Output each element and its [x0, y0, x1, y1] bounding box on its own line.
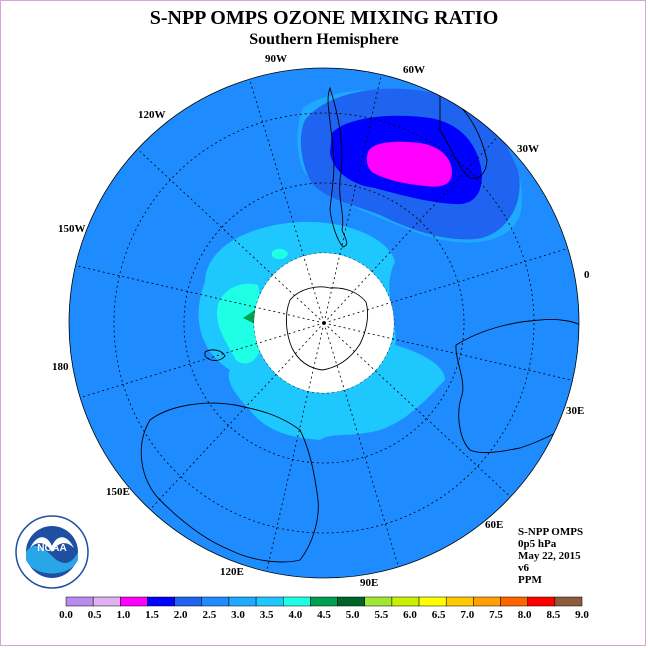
meridian-line: [149, 373, 277, 510]
meridian-line: [344, 389, 399, 567]
info-level: 0p5 hPa: [518, 538, 557, 550]
colorbar-swatch: [310, 596, 338, 607]
antarctica-coastline: [285, 286, 369, 371]
info-version: v6: [518, 562, 529, 574]
colorbar: 0.0 0.5 1.0 1.5 2.0 2.5 3.0 3.5 4.0 4.5 5.0 5.5 6.0 6…: [59, 596, 589, 621]
colorbar-tick-label: 2.0: [174, 609, 188, 621]
map-edge: [68, 67, 580, 579]
lon-label-120w: 120W: [138, 109, 166, 121]
south-pole-dot: [322, 321, 326, 325]
colorbar-swatch: [527, 596, 556, 607]
info-block: S-NPP OMPS 0p5 hPa May 22, 2015 v6 PPM: [518, 526, 583, 586]
colorbar-tick-label: 7.0: [460, 609, 474, 621]
lon-label-30e: 30E: [566, 405, 584, 417]
meridian-line-inner: [307, 322, 325, 392]
colorbar-swatch: [473, 596, 501, 607]
colorbar-swatch: [147, 596, 175, 607]
colorbar-tick-label: 6.5: [432, 609, 446, 621]
colorbar-swatch: [283, 596, 311, 607]
colorbar-tick-label: 8.0: [518, 609, 532, 621]
info-units: PPM: [518, 574, 542, 586]
meridian-line-inner: [303, 255, 325, 324]
colorbar-swatch: [554, 596, 583, 607]
colorbar-swatch: [445, 596, 474, 607]
colorbar-swatch: [255, 596, 284, 607]
noaa-logo-text: NOAA: [37, 543, 66, 554]
colorbar-swatch: [337, 596, 365, 607]
meridian-line: [374, 370, 511, 498]
lon-label-180: 180: [52, 361, 69, 373]
meridian-line: [249, 79, 304, 257]
colorbar-tick-label: 1.5: [145, 609, 159, 621]
lon-label-0: 0: [584, 269, 590, 281]
lon-label-150e: 150E: [106, 486, 130, 498]
meridian-line: [371, 136, 499, 273]
colorbar-tick-label: 3.0: [231, 609, 245, 621]
meridian-line-inner: [323, 254, 341, 324]
meridian-line-inner: [323, 271, 373, 324]
colorbar-tick-label: 2.5: [202, 609, 216, 621]
colorbar-tick-label: 7.5: [489, 609, 503, 621]
colorbar-swatch: [500, 596, 528, 607]
colorbar-tick-label: 6.0: [403, 609, 417, 621]
meridian-line-inner: [323, 302, 392, 324]
colorbar-tick-label: 5.5: [374, 609, 388, 621]
colorbar-tick-label: 4.0: [288, 609, 302, 621]
meridian-line: [75, 265, 256, 308]
hole-meridians: [255, 254, 393, 392]
contour-4-0-small: [272, 248, 288, 260]
colorbar-swatch: [201, 596, 230, 607]
colorbar-tick-label: 4.5: [317, 609, 331, 621]
meridian-line-inner: [256, 322, 325, 344]
colorbar-tick-label: 5.0: [346, 609, 360, 621]
info-instrument: S-NPP OMPS: [518, 526, 584, 538]
contour-4-0: [217, 283, 262, 364]
colorbar-tick-label: 8.5: [546, 609, 560, 621]
lon-label-30w: 30W: [517, 143, 539, 155]
meridian-line: [392, 338, 573, 381]
lon-label-60w: 60W: [403, 64, 425, 76]
colorbar-swatch: [418, 596, 447, 607]
colorbar-swatch: [65, 596, 94, 607]
colorbar-tick-label: 3.5: [260, 609, 274, 621]
contour-4-5: [243, 310, 255, 324]
colorbar-swatch: [174, 596, 203, 607]
meridian-line-inner: [323, 322, 345, 391]
meridian-line-inner: [255, 306, 325, 324]
colorbar-swatch: [228, 596, 257, 607]
meridian-line: [137, 148, 274, 276]
colorbar-tick-label: 0.0: [59, 609, 73, 621]
meridian-line: [339, 74, 382, 255]
colorbar-tick-label: 0.5: [88, 609, 102, 621]
lon-label-60e: 60E: [485, 519, 503, 531]
meridian-line-inner: [323, 322, 393, 340]
lon-label-150w: 150W: [58, 223, 86, 235]
lon-label-90e: 90E: [360, 577, 378, 589]
meridian-line-inner: [323, 322, 376, 372]
map-title: S-NPP OMPS OZONE MIXING RATIO: [149, 7, 499, 29]
contour-1-0: [366, 141, 452, 187]
info-date: May 22, 2015: [518, 550, 581, 562]
meridian-line-inner: [275, 322, 325, 375]
colorbar-swatch: [364, 596, 393, 607]
lon-label-90w: 90W: [265, 53, 287, 65]
meridian-lines: [75, 74, 573, 572]
colorbar-swatch: [92, 596, 121, 607]
colorbar-tick-label: 1.0: [116, 609, 130, 621]
colorbar-tick-label: 9.0: [575, 609, 589, 621]
colorbar-swatch: [120, 596, 148, 607]
meridian-line: [390, 248, 568, 303]
meridian-line: [80, 343, 258, 398]
noaa-logo: NOAA: [15, 515, 89, 589]
lon-label-120e: 120E: [220, 566, 244, 578]
colorbar-swatch: [391, 596, 420, 607]
meridian-line: [266, 391, 309, 572]
meridian-line-inner: [272, 274, 325, 324]
map-subtitle: Southern Hemisphere: [249, 31, 399, 48]
